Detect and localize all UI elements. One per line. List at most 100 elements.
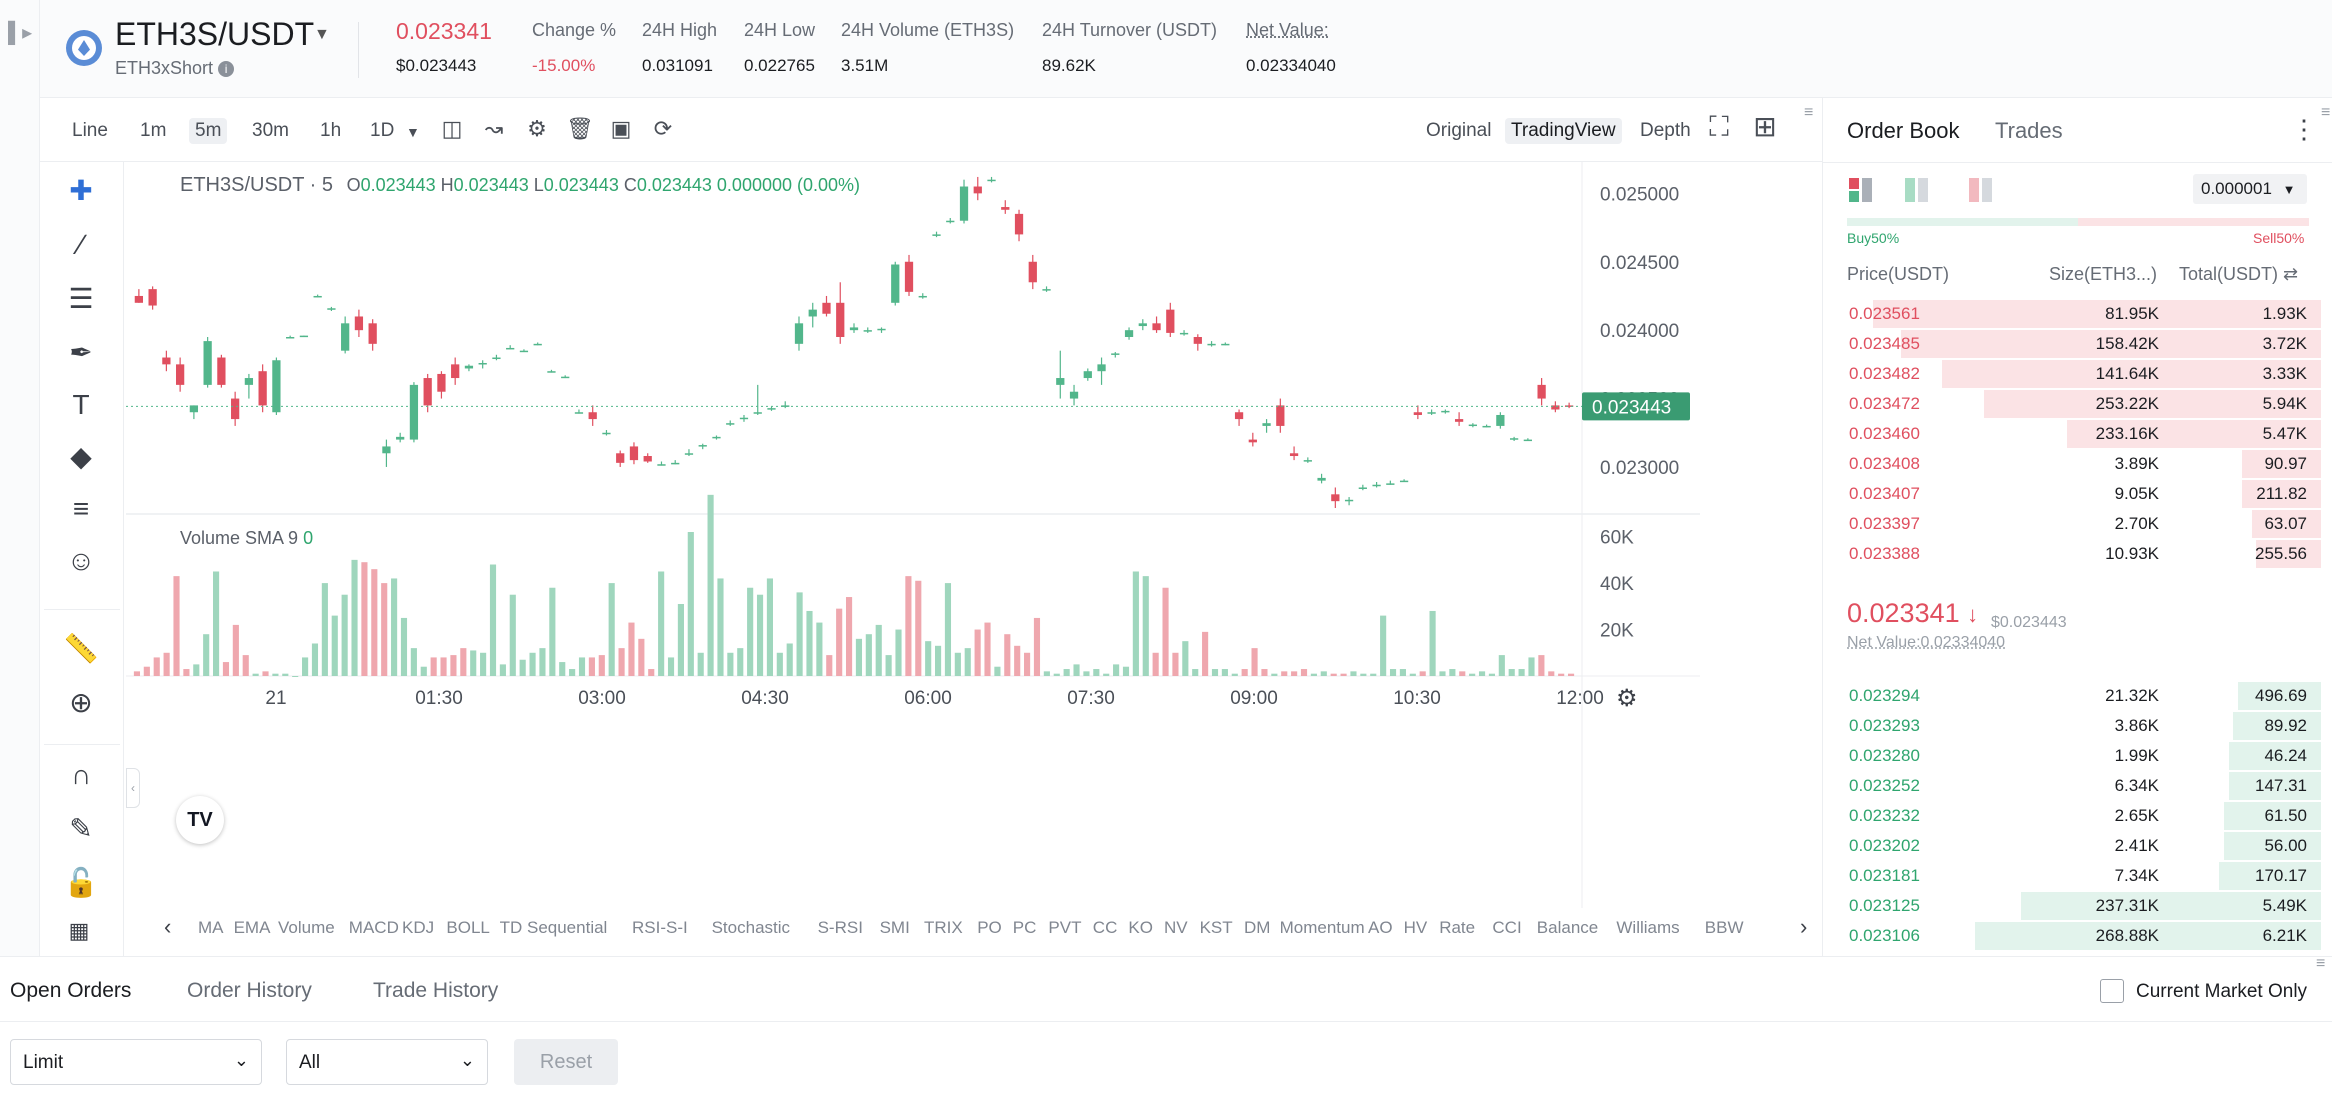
- drag-handle-icon-2[interactable]: ≡: [2321, 104, 2331, 121]
- view-bids-icon[interactable]: [1905, 178, 1929, 202]
- crosshair-icon[interactable]: ✚: [69, 175, 93, 206]
- text-tool-icon[interactable]: T: [72, 389, 90, 420]
- view-tradingview[interactable]: TradingView: [1505, 118, 1622, 144]
- more-options-icon[interactable]: ⋮: [2291, 114, 2317, 144]
- tab-open-orders[interactable]: Open Orders: [10, 979, 132, 1002]
- ruler-icon[interactable]: 📏: [63, 633, 99, 664]
- drag-handle-icon-3[interactable]: ≡: [2316, 955, 2326, 972]
- pair-title[interactable]: ETH3S/USDT: [115, 16, 315, 52]
- trend-line-icon[interactable]: ∕: [78, 229, 84, 260]
- interval-30m[interactable]: 30m: [252, 120, 289, 141]
- fib-icon[interactable]: ≡: [72, 493, 90, 524]
- layout-grid-icon[interactable]: ⊞: [1753, 111, 1777, 142]
- indicator-0[interactable]: MA: [198, 918, 224, 937]
- bid-row[interactable]: 0.023293 3.86K 89.92: [1823, 710, 2332, 740]
- indicator-13[interactable]: PC: [1012, 918, 1037, 937]
- indicator-24[interactable]: CCI: [1492, 918, 1522, 937]
- tab-order-book[interactable]: Order Book: [1847, 118, 1960, 143]
- indicator-10[interactable]: SMI: [879, 918, 910, 937]
- ask-row[interactable]: 0.023472 253.22K 5.94K: [1823, 388, 2332, 418]
- indicator-7[interactable]: RSI-S-I: [632, 918, 688, 937]
- indicator-21[interactable]: AO: [1368, 918, 1393, 937]
- indicator-26[interactable]: Williams: [1616, 918, 1680, 937]
- side-select[interactable]: All ⌄: [286, 1039, 488, 1085]
- tab-trade-history[interactable]: Trade History: [373, 979, 499, 1002]
- indicator-1[interactable]: EMA: [233, 918, 271, 937]
- ask-row[interactable]: 0.023561 81.95K 1.93K: [1823, 298, 2332, 328]
- indicators-icon[interactable]: ↝: [484, 116, 504, 141]
- indicator-12[interactable]: PO: [977, 918, 1002, 937]
- zoom-in-icon[interactable]: ⊕: [69, 687, 93, 718]
- candle-type-icon[interactable]: ◫: [441, 116, 463, 141]
- drag-handle-icon[interactable]: ≡: [1804, 104, 1814, 121]
- indicator-11[interactable]: TRIX: [924, 918, 963, 937]
- indicator-8[interactable]: Stochastic: [711, 918, 791, 937]
- brush-icon[interactable]: ✒: [69, 337, 93, 368]
- indicator-14[interactable]: PVT: [1048, 918, 1082, 937]
- tab-trades[interactable]: Trades: [1995, 118, 2063, 143]
- horizontal-lines-icon[interactable]: ☰: [68, 283, 94, 314]
- indicator-27[interactable]: BBW: [1704, 918, 1744, 937]
- view-asks-icon[interactable]: [1969, 178, 1993, 202]
- indicator-3[interactable]: MACD: [348, 918, 399, 937]
- ask-row[interactable]: 0.023407 9.05K 211.82: [1823, 478, 2332, 508]
- bid-row[interactable]: 0.023181 7.34K 170.17: [1823, 860, 2332, 890]
- ask-row[interactable]: 0.023388 10.93K 255.56: [1823, 538, 2332, 568]
- ask-row[interactable]: 0.023482 141.64K 3.33K: [1823, 358, 2332, 388]
- indicator-15[interactable]: CC: [1092, 918, 1118, 937]
- stat-label-net-value[interactable]: Net Value:: [1246, 20, 1329, 40]
- collapse-toolbar-icon[interactable]: ‹: [126, 768, 140, 808]
- lock-drawings-icon[interactable]: ✎: [69, 813, 93, 844]
- indicator-20[interactable]: Momentum: [1279, 918, 1365, 937]
- interval-line[interactable]: Line: [72, 120, 108, 141]
- fullscreen-icon[interactable]: ⛶: [1709, 111, 1729, 142]
- view-depth[interactable]: Depth: [1640, 120, 1691, 141]
- ask-row[interactable]: 0.023408 3.89K 90.97: [1823, 448, 2332, 478]
- bid-row[interactable]: 0.023280 1.99K 46.24: [1823, 740, 2332, 770]
- bid-row[interactable]: 0.023294 21.32K 496.69: [1823, 680, 2332, 710]
- indicator-scroll-right-icon[interactable]: ›: [1800, 914, 1808, 939]
- indicator-5[interactable]: BOLL: [446, 918, 490, 937]
- interval-1h[interactable]: 1h: [320, 120, 342, 141]
- interval-1m[interactable]: 1m: [140, 120, 167, 141]
- trash-icon[interactable]: 🗑: [566, 116, 594, 141]
- replay-icon[interactable]: ⟳: [653, 116, 673, 141]
- pair-dropdown-icon[interactable]: ▼: [314, 26, 330, 43]
- bid-row[interactable]: 0.023202 2.41K 56.00: [1823, 830, 2332, 860]
- emoji-icon[interactable]: ☺: [66, 545, 96, 576]
- current-market-checkbox[interactable]: [2100, 979, 2124, 1003]
- bid-row[interactable]: 0.023232 2.65K 61.50: [1823, 800, 2332, 830]
- view-both-icon[interactable]: [1849, 178, 1873, 202]
- settings-icon[interactable]: ⚙: [527, 116, 547, 141]
- indicator-9[interactable]: S-RSI: [817, 918, 863, 937]
- calendar-icon[interactable]: ▦: [68, 918, 90, 943]
- ask-row[interactable]: 0.023460 233.16K 5.47K: [1823, 418, 2332, 448]
- interval-dropdown-icon[interactable]: ▼: [406, 124, 420, 140]
- indicator-23[interactable]: Rate: [1439, 918, 1476, 937]
- swap-icon[interactable]: ⇄: [2283, 264, 2299, 284]
- bid-row[interactable]: 0.023125 237.31K 5.49K: [1823, 890, 2332, 920]
- interval-1d[interactable]: 1D: [370, 120, 395, 141]
- chart-settings-icon[interactable]: ⚙: [1616, 684, 1638, 712]
- ask-row[interactable]: 0.023397 2.70K 63.07: [1823, 508, 2332, 538]
- tab-order-history[interactable]: Order History: [187, 979, 312, 1002]
- precision-select[interactable]: 0.000001 ▼: [2193, 174, 2307, 204]
- ask-row[interactable]: 0.023485 158.42K 3.72K: [1823, 328, 2332, 358]
- price-chart[interactable]: 0.0250000.0245000.0240000.0235000.023000…: [126, 162, 1700, 956]
- info-icon[interactable]: i: [218, 61, 235, 77]
- interval-5m[interactable]: 5m: [189, 118, 228, 144]
- bid-row[interactable]: 0.023106 268.88K 6.21K: [1823, 920, 2332, 950]
- reset-button[interactable]: Reset: [514, 1039, 618, 1085]
- order-type-select[interactable]: Limit ⌄: [10, 1039, 262, 1085]
- indicator-16[interactable]: KO: [1128, 918, 1153, 937]
- view-original[interactable]: Original: [1426, 120, 1492, 141]
- indicator-22[interactable]: HV: [1403, 918, 1428, 937]
- expand-panel-icon[interactable]: ▌▸: [8, 22, 33, 44]
- indicator-6[interactable]: TD Sequential: [499, 918, 608, 937]
- ob-net-value[interactable]: Net Value:0.02334040: [1847, 634, 2006, 651]
- indicator-25[interactable]: Balance: [1536, 918, 1599, 937]
- indicator-18[interactable]: KST: [1199, 918, 1233, 937]
- indicator-19[interactable]: DM: [1244, 918, 1271, 937]
- indicator-scroll-left-icon[interactable]: ‹: [164, 914, 172, 939]
- pattern-icon[interactable]: ◆: [70, 441, 92, 472]
